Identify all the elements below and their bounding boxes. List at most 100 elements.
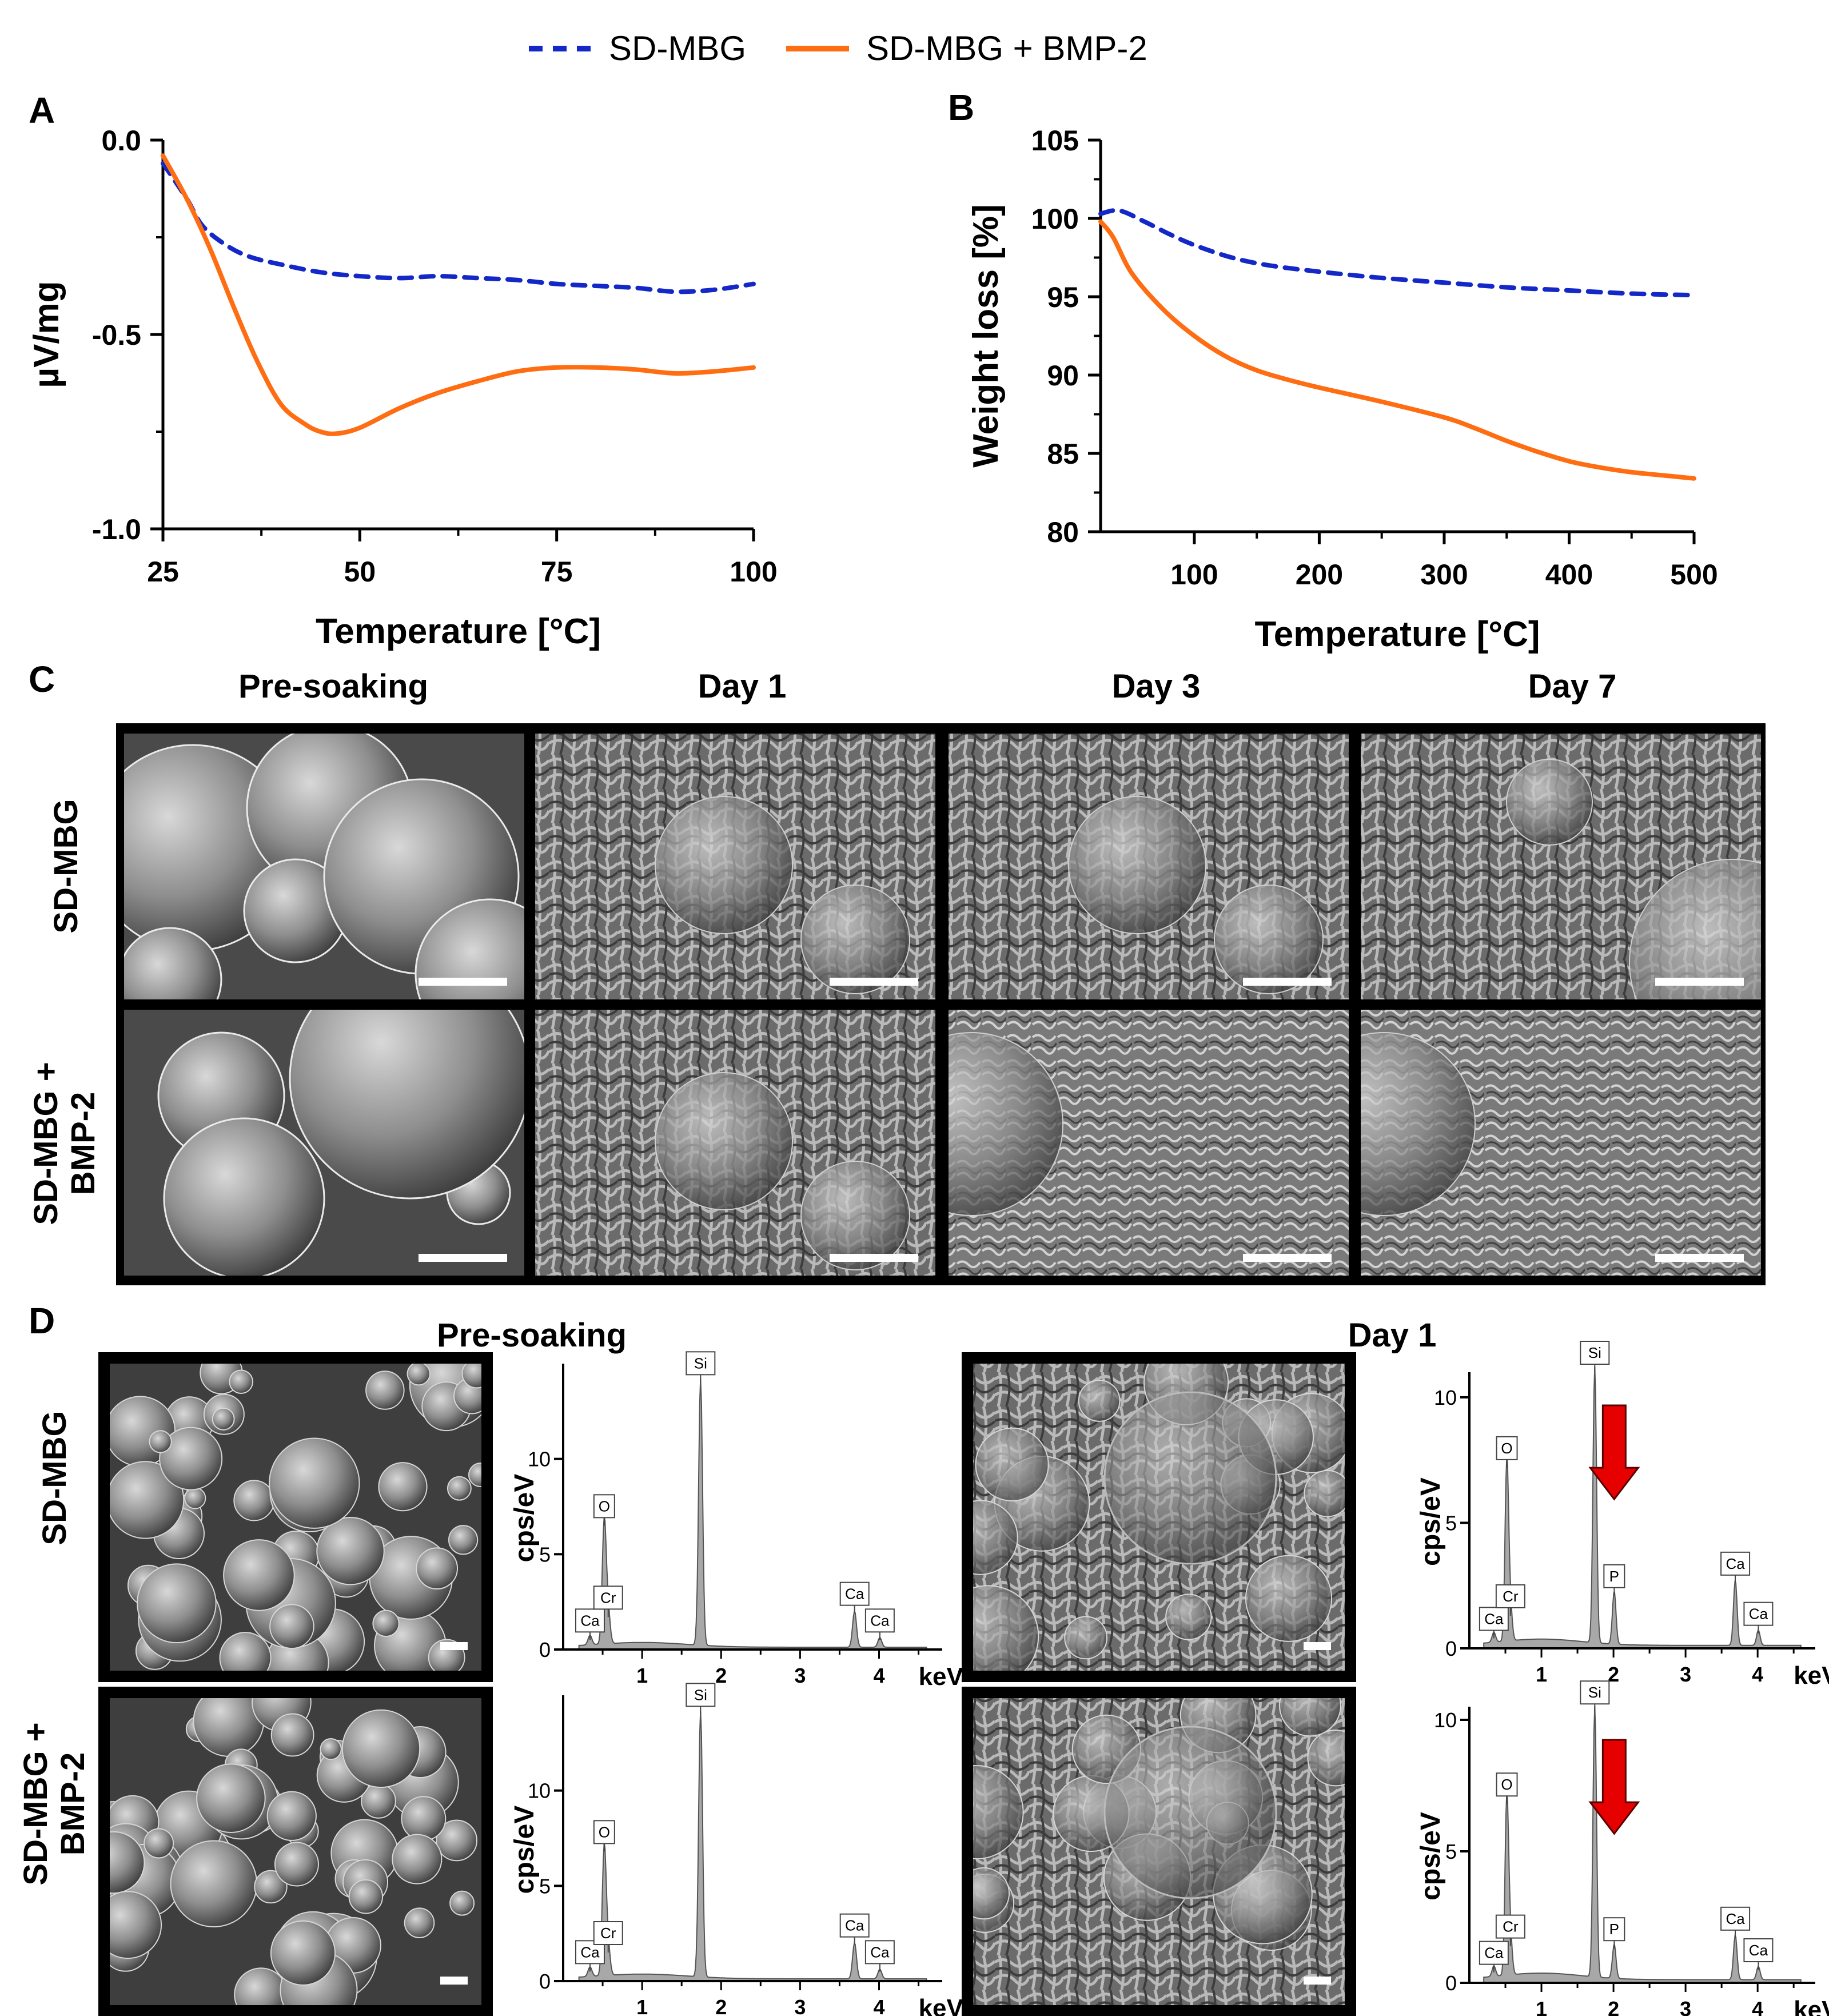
- x-axis-label: keV: [919, 1663, 964, 1691]
- scale-bar: [830, 978, 918, 986]
- y-tick-label: 100: [1031, 203, 1079, 235]
- peak-label-box: [1495, 1914, 1525, 1939]
- y-axis-label: cps/eV: [509, 1474, 540, 1563]
- microsphere: [975, 1427, 1049, 1501]
- microsphere: [1307, 1730, 1345, 1787]
- peak-label-o: O: [599, 1823, 610, 1840]
- peak-label-box: [1496, 1436, 1518, 1460]
- legend-label-sd-mbg-bmp2: SD-MBG + BMP-2: [866, 29, 1147, 67]
- scale-bar: [440, 1642, 468, 1650]
- x-tick-label: 50: [344, 556, 376, 588]
- microsphere: [655, 1072, 793, 1210]
- d-row-label-sd-mbg: SD-MBG: [36, 1411, 73, 1545]
- peak-label-si: Si: [1588, 1344, 1601, 1361]
- microsphere: [270, 1920, 336, 1986]
- sem-content: [949, 1010, 1349, 1276]
- microsphere: [404, 1907, 435, 1938]
- y-tick-label: -0.5: [92, 319, 141, 351]
- peak-label-box: [686, 1351, 716, 1376]
- y-tick-label: 0: [1445, 1971, 1457, 1995]
- y-tick-label: 5: [539, 1543, 551, 1566]
- peak-label-box: [1496, 1772, 1518, 1797]
- sem-image-sd-mbg-col3: [1361, 734, 1761, 999]
- microsphere: [416, 1547, 459, 1589]
- y-tick-label: 10: [1434, 1708, 1457, 1732]
- x-tick-label: 1: [1536, 1663, 1547, 1686]
- x-tick-label: 4: [873, 1664, 884, 1687]
- microsphere: [159, 1427, 223, 1491]
- panel-label-c: C: [29, 659, 55, 700]
- spectrum-area: [1483, 1706, 1802, 1983]
- legend: SD-MBG SD-MBG + BMP-2: [529, 29, 1147, 67]
- sem-content: [110, 1698, 481, 2005]
- peak-label-p: P: [1609, 1568, 1619, 1585]
- microsphere: [110, 1461, 185, 1539]
- column-header-day7: Day 7: [1528, 668, 1617, 705]
- scale-bar: [1243, 978, 1332, 986]
- scale-bar: [419, 978, 507, 986]
- series-line-sd-mbg-bmp2: [161, 153, 756, 436]
- microsphere: [1165, 1593, 1212, 1640]
- microsphere: [1078, 1380, 1121, 1422]
- microsphere: [110, 1891, 162, 1959]
- sem-content: [973, 1698, 1345, 2005]
- scale-bar: [1655, 1254, 1744, 1262]
- microsphere: [1278, 1698, 1341, 1737]
- column-header-day3: Day 3: [1112, 668, 1201, 705]
- microsphere: [110, 1831, 145, 1894]
- x-tick-label: 300: [1420, 559, 1468, 591]
- microsphere: [233, 1480, 275, 1521]
- y-tick-label: 0: [539, 1638, 551, 1662]
- large-sphere: [1103, 1726, 1277, 1899]
- y-axis-label: cps/eV: [1416, 1812, 1446, 1901]
- microsphere: [365, 1370, 405, 1410]
- sem-content: [973, 1364, 1345, 1671]
- microsphere: [1506, 759, 1593, 846]
- microsphere: [1068, 796, 1206, 934]
- sem-image-sd-mbg-bmp2-col0: [124, 1010, 524, 1276]
- x-tick-label: 75: [541, 556, 573, 588]
- peak-label-box: [1580, 1341, 1610, 1365]
- microsphere: [407, 1364, 431, 1386]
- y-tick-label: 5: [1445, 1511, 1457, 1535]
- y-tick-label: 95: [1047, 281, 1079, 313]
- peak-label-ca: Ca: [1726, 1910, 1745, 1927]
- peak-label-box: [593, 1585, 623, 1610]
- microsphere: [270, 1713, 314, 1757]
- edx-spectrum-d-presoak-sd-mbg-bmp-2: 0 5 10 1 2 3 4 keV cps/eV Ca O Cr Si Ca Ca: [509, 1683, 964, 2016]
- legend-label-sd-mbg: SD-MBG: [609, 29, 746, 67]
- microsphere: [378, 1462, 428, 1512]
- x-tick-label: 500: [1670, 559, 1718, 591]
- scale-bar: [1655, 978, 1744, 986]
- peak-label-cr: Cr: [1503, 1588, 1519, 1605]
- sem-image-d-day1-sd-mbg: [962, 1352, 1356, 1682]
- series-line-sd-mbg-bmp2: [1098, 219, 1696, 481]
- microsphere: [341, 1709, 421, 1788]
- microsphere: [449, 1890, 475, 1916]
- sem-image-sd-mbg-bmp2-col1: [535, 1010, 935, 1276]
- large-sphere: [1103, 1391, 1277, 1565]
- group-header-presoaking: Pre-soaking: [437, 1317, 627, 1354]
- sem-image-sd-mbg-col0: [124, 734, 524, 999]
- y-tick-label: 0.0: [101, 125, 141, 157]
- microsphere: [973, 1500, 1018, 1575]
- peak-label-box: [864, 1940, 895, 1965]
- spectrum-area: [578, 1378, 927, 1650]
- scale-bar: [419, 1254, 507, 1262]
- sem-content: [124, 1010, 524, 1276]
- peak-label-box: [1743, 1938, 1774, 1962]
- microsphere: [973, 1867, 1010, 1920]
- peak-label-box: [593, 1921, 623, 1945]
- microsphere: [655, 796, 793, 934]
- x-tick-label: 4: [1752, 1663, 1763, 1686]
- x-tick-label: 100: [730, 556, 777, 588]
- x-tick-label: 1: [1536, 1997, 1547, 2016]
- group-header-day1: Day 1: [1348, 1317, 1437, 1354]
- scale-bar: [1304, 1977, 1331, 1985]
- peak-label-cr: Cr: [1503, 1918, 1519, 1935]
- microsphere: [274, 1842, 319, 1887]
- peak-label-box: [1720, 1551, 1751, 1576]
- y-tick-label: 90: [1047, 360, 1079, 392]
